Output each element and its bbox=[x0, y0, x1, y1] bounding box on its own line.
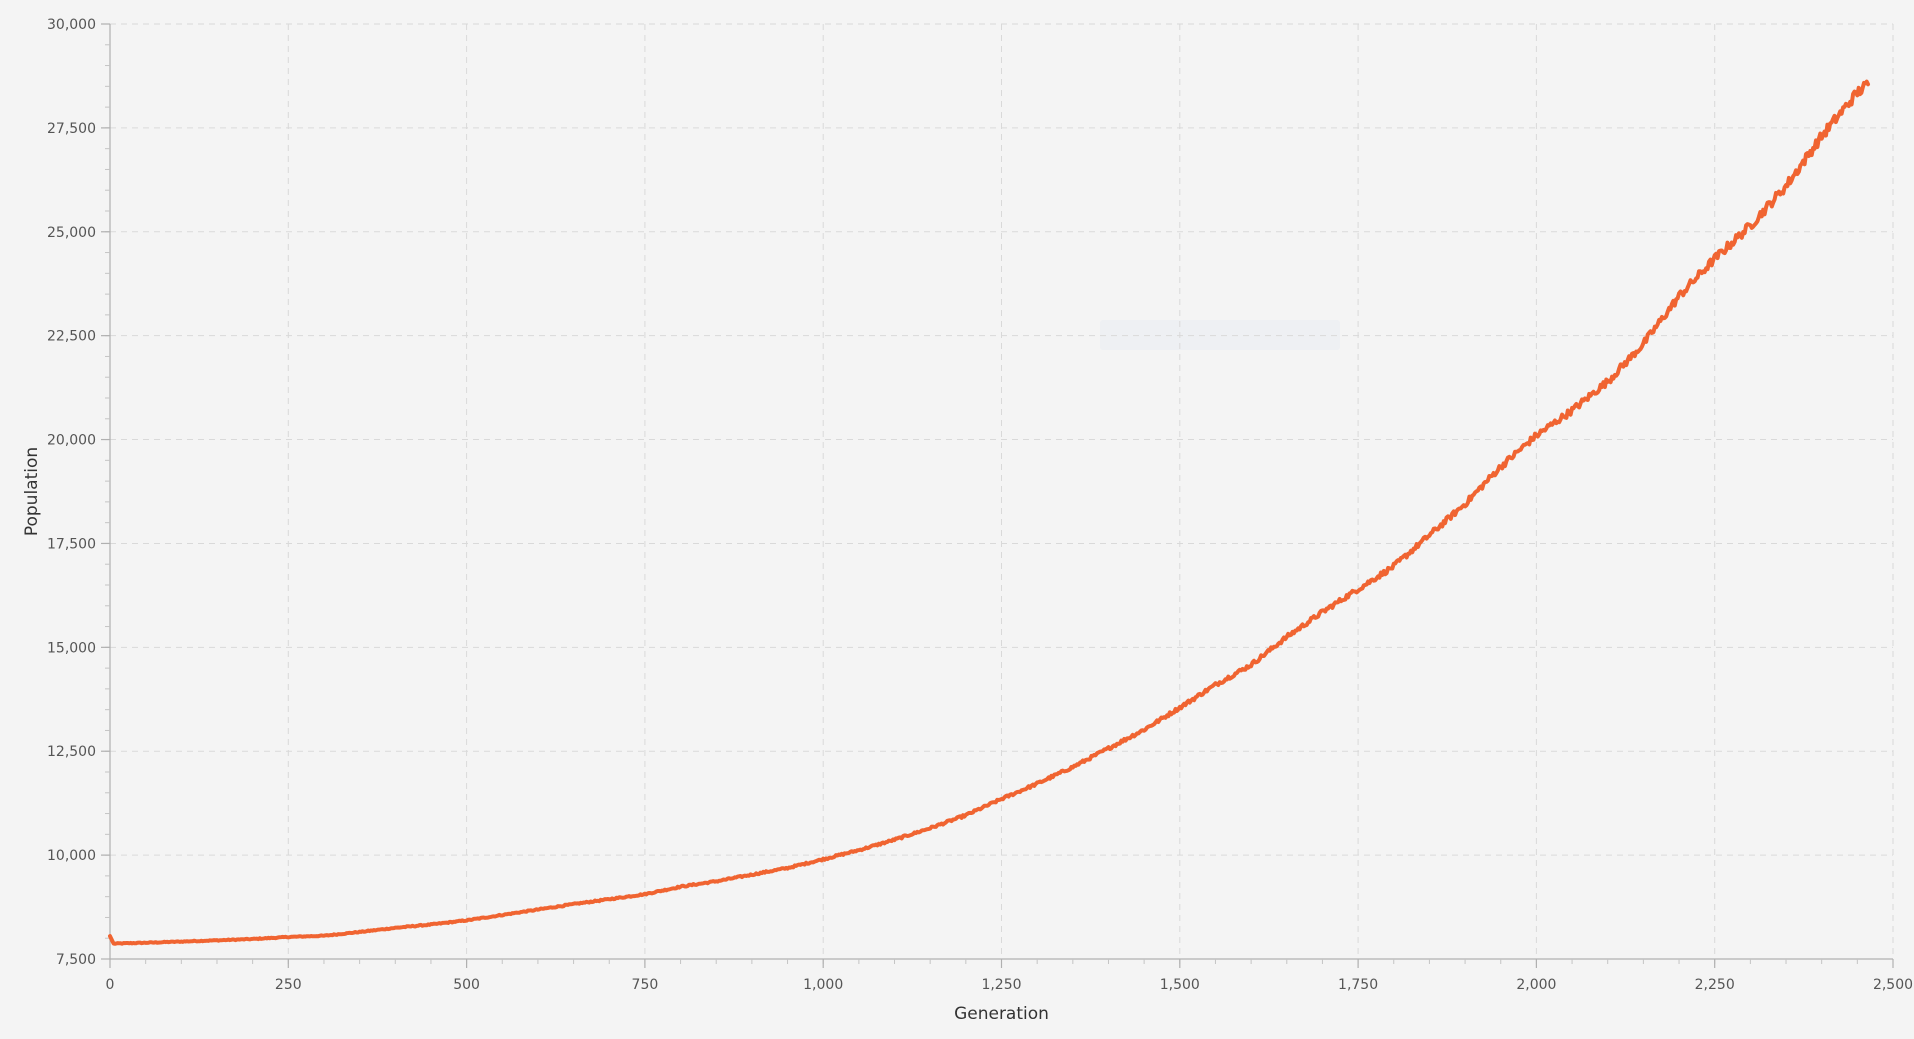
x-tick-label: 2,000 bbox=[1516, 977, 1556, 993]
axes: 0 250 500 750 1,000 1,250 1,500 1,750 2,000 2,250… bbox=[47, 17, 1913, 993]
y-tick-label: 7,500 bbox=[56, 952, 96, 968]
y-tick-label: 12,500 bbox=[47, 744, 96, 760]
watermark-box bbox=[1100, 320, 1340, 350]
x-tick-label: 2,250 bbox=[1695, 977, 1735, 993]
y-tick-label: 15,000 bbox=[47, 640, 96, 656]
x-axis-title: Generation bbox=[954, 1004, 1049, 1024]
y-tick-label: 17,500 bbox=[47, 536, 96, 552]
y-tick-label: 22,500 bbox=[47, 329, 96, 345]
x-tick-label: 1,750 bbox=[1338, 977, 1378, 993]
y-tick-label: 30,000 bbox=[47, 17, 96, 33]
x-tick-label: 1,000 bbox=[803, 977, 843, 993]
x-tick-label: 500 bbox=[453, 977, 480, 993]
y-tick-label: 10,000 bbox=[47, 848, 96, 864]
x-tick-label: 1,250 bbox=[981, 977, 1021, 993]
x-tick-label: 750 bbox=[632, 977, 659, 993]
x-tick-label: 250 bbox=[275, 977, 302, 993]
x-tick-label: 1,500 bbox=[1160, 977, 1200, 993]
y-tick-label: 25,000 bbox=[47, 225, 96, 241]
y-tick-label: 20,000 bbox=[47, 433, 96, 449]
x-tick-label: 2,500 bbox=[1873, 977, 1913, 993]
population-series-line bbox=[108, 79, 1870, 946]
x-tick-label: 0 bbox=[106, 977, 115, 993]
gridlines bbox=[110, 23, 1894, 959]
series-layer bbox=[108, 79, 1870, 946]
y-axis-title: Population bbox=[22, 447, 42, 536]
y-tick-label: 27,500 bbox=[47, 121, 96, 137]
